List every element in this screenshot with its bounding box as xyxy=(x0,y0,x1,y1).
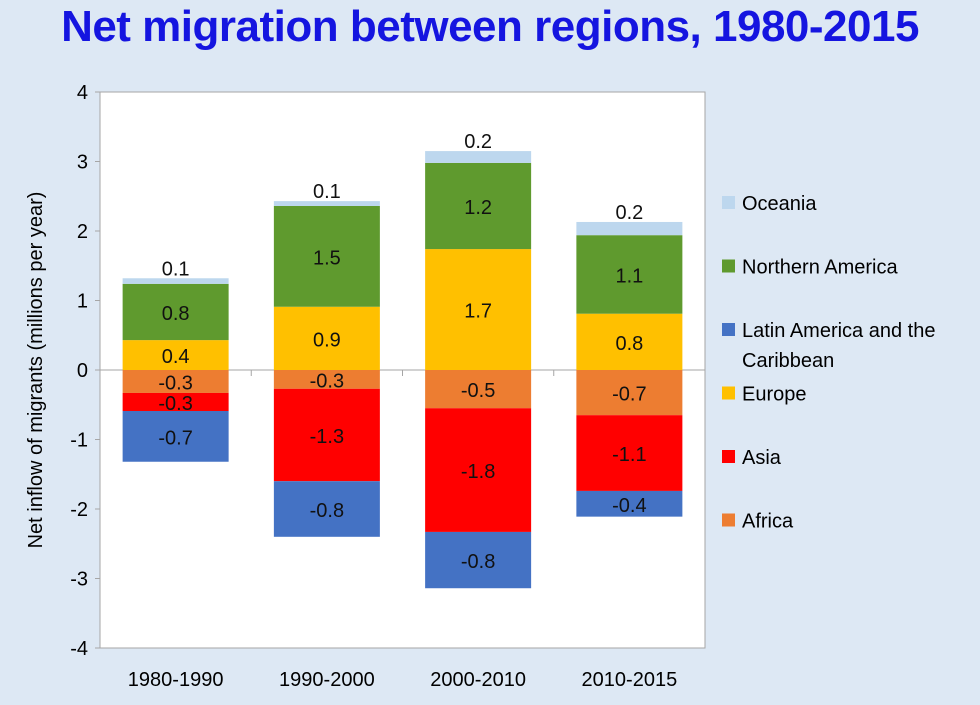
data-label: -1.8 xyxy=(461,461,495,483)
bar-segment-asia xyxy=(122,392,229,412)
x-tick-label: 2010-2015 xyxy=(582,669,678,691)
bar-segment-europe xyxy=(122,340,229,370)
bar-segment-europe xyxy=(576,313,683,370)
y-tick-label: 0 xyxy=(77,360,88,382)
bar-segment-oceania xyxy=(122,278,229,284)
legend-label: Latin America and the xyxy=(742,320,935,342)
y-tick-label: -1 xyxy=(70,430,88,452)
x-tick-label: 2000-2010 xyxy=(430,669,526,691)
data-label: 1.7 xyxy=(464,301,492,323)
bar-segment-africa xyxy=(425,370,532,409)
data-label: -0.3 xyxy=(158,393,192,415)
y-tick-label: -4 xyxy=(70,638,88,660)
legend-label: Oceania xyxy=(742,193,817,215)
bar-segment-asia xyxy=(273,388,380,482)
data-label: 0.2 xyxy=(464,131,492,153)
bar-segment-northern-america xyxy=(425,162,532,250)
bar-segment-africa xyxy=(576,370,683,416)
data-label: -0.4 xyxy=(612,495,646,517)
data-label: -0.3 xyxy=(158,372,192,394)
bar-segment-latin-america-and-the-caribbean xyxy=(273,481,380,537)
y-tick-label: 3 xyxy=(77,152,88,174)
data-label: 0.9 xyxy=(313,329,341,351)
bar-segment-europe xyxy=(425,249,532,370)
bar-segment-oceania xyxy=(273,201,380,206)
legend-swatch xyxy=(722,386,735,400)
bar-segment-northern-america xyxy=(122,283,229,341)
x-tick-label: 1980-1990 xyxy=(128,669,224,691)
bar-segment-latin-america-and-the-caribbean xyxy=(576,490,683,517)
data-label: 0.1 xyxy=(162,258,190,280)
legend-swatch xyxy=(722,196,735,209)
data-label: 0.2 xyxy=(615,202,643,224)
bar-segment-oceania xyxy=(425,151,532,163)
bar-segment-europe xyxy=(273,306,380,370)
legend-swatch xyxy=(722,259,735,273)
y-axis-label: Net inflow of migrants (millions per yea… xyxy=(25,192,47,549)
legend-label: Caribbean xyxy=(742,350,834,372)
data-label: 1.1 xyxy=(615,265,643,287)
legend-swatch xyxy=(722,450,735,463)
chart-title: Net migration between regions, 1980-2015 xyxy=(61,2,919,51)
data-label: 1.5 xyxy=(313,247,341,269)
data-label: -0.5 xyxy=(461,380,495,402)
data-label: -0.7 xyxy=(612,384,646,406)
legend-swatch xyxy=(722,513,735,527)
bar-segment-oceania xyxy=(576,221,683,236)
data-label: 1.2 xyxy=(464,197,492,219)
y-tick-label: 2 xyxy=(77,221,88,243)
bar-segment-latin-america-and-the-caribbean xyxy=(425,531,532,589)
legend-swatch xyxy=(722,323,735,336)
legend-label: Asia xyxy=(742,447,782,469)
data-label: -1.1 xyxy=(612,444,646,466)
data-label: -1.3 xyxy=(310,426,344,448)
data-label: 0.8 xyxy=(615,333,643,355)
bar-segment-latin-america-and-the-caribbean xyxy=(122,411,229,462)
data-label: -0.7 xyxy=(158,427,192,449)
bar-segment-asia xyxy=(576,415,683,491)
legend-label: Africa xyxy=(742,511,794,533)
bar-segment-northern-america xyxy=(576,235,683,314)
data-label: -0.8 xyxy=(310,500,344,522)
bar-segment-asia xyxy=(425,408,532,532)
data-label: -0.8 xyxy=(461,551,495,573)
legend-label: Europe xyxy=(742,384,807,406)
bar-segment-africa xyxy=(273,370,380,389)
y-tick-label: -3 xyxy=(70,569,88,591)
y-tick-label: -2 xyxy=(70,499,88,521)
bar-segment-africa xyxy=(122,370,229,393)
x-tick-label: 1990-2000 xyxy=(279,669,375,691)
y-tick-label: 4 xyxy=(77,82,88,104)
data-label: 0.8 xyxy=(162,303,190,325)
legend-label: Northern America xyxy=(742,257,898,279)
data-label: 0.1 xyxy=(313,181,341,203)
bar-segment-northern-america xyxy=(273,205,380,307)
data-label: -0.3 xyxy=(310,370,344,392)
data-label: 0.4 xyxy=(162,346,190,368)
y-tick-label: 1 xyxy=(77,291,88,313)
